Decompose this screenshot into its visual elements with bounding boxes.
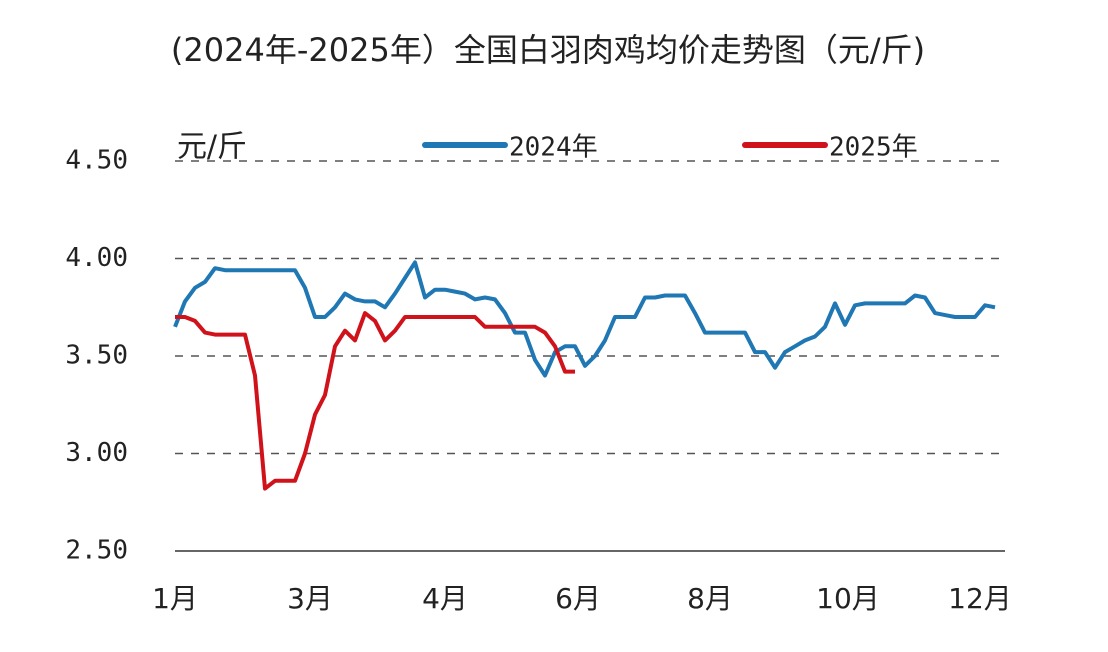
x-tick-label: 3月	[287, 582, 333, 615]
y-tick-label: 3.00	[65, 438, 128, 468]
y-tick-label: 4.50	[65, 146, 128, 176]
y-tick-label: 2.50	[65, 536, 128, 566]
y-tick-label: 3.50	[65, 341, 128, 371]
y-axis-label: 元/斤	[177, 130, 247, 165]
x-tick-label: 10月	[816, 582, 880, 615]
x-tick-label: 1月	[152, 582, 198, 615]
y-tick-label: 4.00	[65, 243, 128, 273]
legend-label: 2024年	[509, 133, 598, 163]
chart-title: (2024年-2025年）全国白羽肉鸡均价走势图（元/斤)	[171, 31, 925, 69]
x-tick-label: 6月	[555, 582, 601, 615]
x-tick-label: 4月	[422, 582, 468, 615]
series-line	[175, 311, 575, 491]
x-tick-label: 12月	[948, 582, 1012, 615]
x-tick-label: 8月	[687, 582, 733, 615]
legend-label: 2025年	[829, 133, 918, 163]
series-line	[173, 260, 996, 378]
